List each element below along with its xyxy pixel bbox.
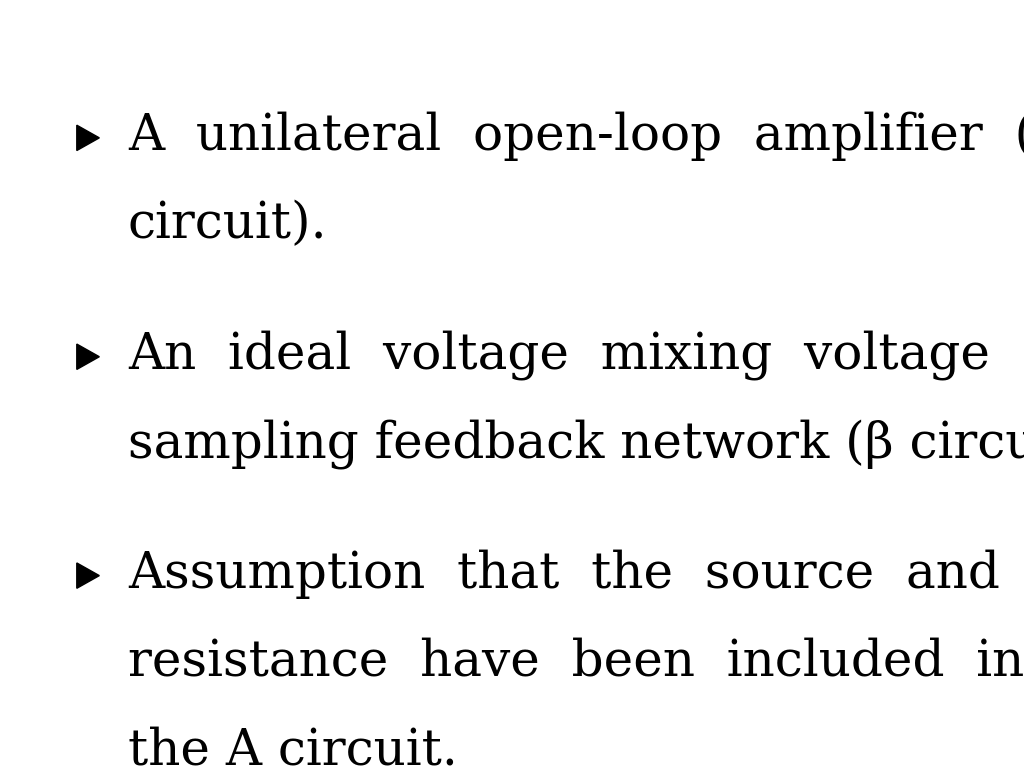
Polygon shape [77, 563, 99, 588]
Polygon shape [77, 125, 99, 151]
Text: circuit).: circuit). [128, 200, 328, 249]
Text: Assumption  that  the  source  and  load: Assumption that the source and load [128, 549, 1024, 598]
Text: the A circuit.: the A circuit. [128, 726, 458, 768]
Text: A  unilateral  open-loop  amplifier  (A: A unilateral open-loop amplifier (A [128, 111, 1024, 161]
Polygon shape [77, 344, 99, 369]
Text: sampling feedback network (β circuit).: sampling feedback network (β circuit). [128, 419, 1024, 468]
Text: resistance  have  been  included  inside: resistance have been included inside [128, 637, 1024, 687]
Text: An  ideal  voltage  mixing  voltage: An ideal voltage mixing voltage [128, 330, 990, 380]
